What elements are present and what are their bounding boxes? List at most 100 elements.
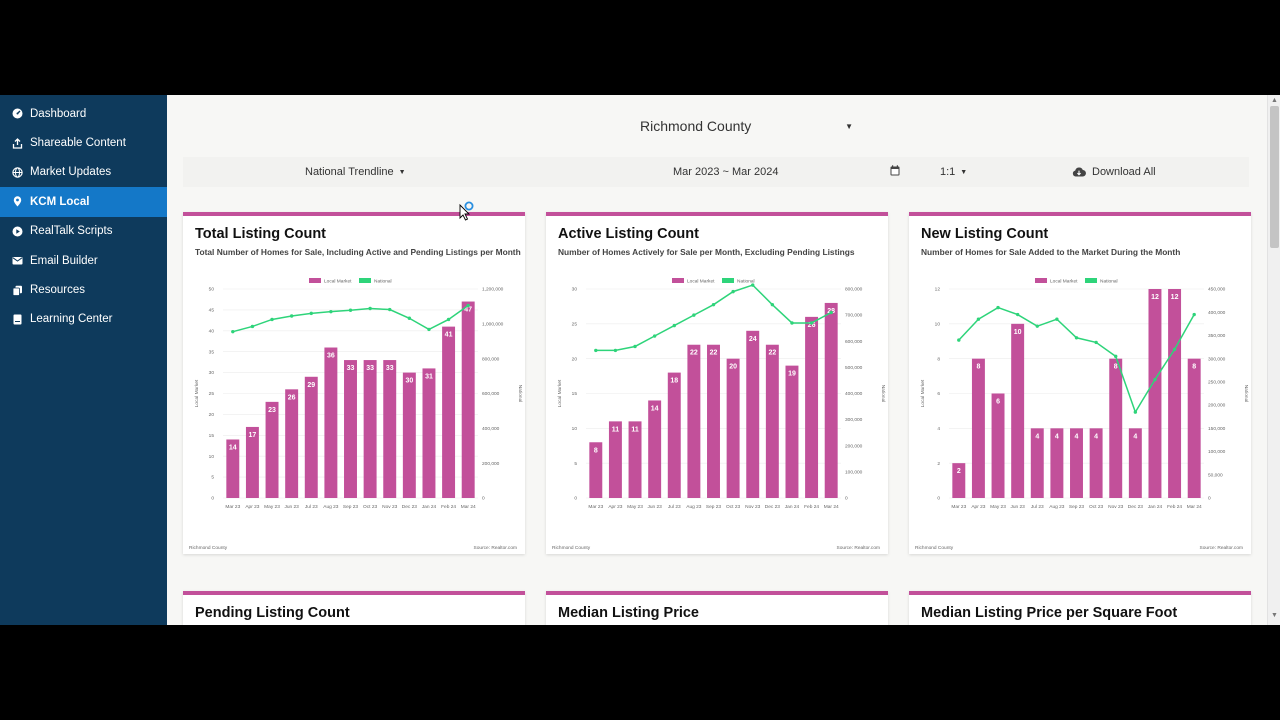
- bar-value-label: 12: [1171, 294, 1179, 301]
- bar: [363, 360, 377, 498]
- y-tick-label: 2: [937, 461, 940, 467]
- x-tick-label: Apr 23: [245, 504, 259, 510]
- sidebar-item-shareable-content[interactable]: Shareable Content: [0, 128, 167, 157]
- play-icon: [12, 226, 23, 237]
- bar: [442, 326, 456, 498]
- scroll-up-icon[interactable]: ▲: [1271, 97, 1278, 104]
- bar-value-label: 4: [1133, 433, 1137, 440]
- y2-tick-label: 250,000: [1208, 379, 1226, 385]
- y2-tick-label: 350,000: [1208, 333, 1226, 339]
- legend-swatch-national: [722, 278, 734, 283]
- x-tick-label: Oct 23: [363, 504, 377, 510]
- sidebar-item-label: RealTalk Scripts: [30, 225, 113, 238]
- card-subtitle: Number of Homes for Sale Added to the Ma…: [921, 247, 1181, 257]
- vertical-scrollbar[interactable]: ▲ ▼: [1267, 95, 1280, 625]
- x-tick-label: Apr 23: [608, 504, 622, 510]
- x-tick-label: Oct 23: [1089, 504, 1103, 510]
- cloud-download-icon: [1072, 167, 1086, 177]
- mouse-cursor: [459, 201, 474, 221]
- y2-tick-label: 400,000: [845, 391, 863, 397]
- legend-label-national: National: [374, 279, 392, 285]
- bar: [1050, 428, 1064, 498]
- bar-value-label: 31: [425, 373, 433, 380]
- county-select[interactable]: Richmond County ▼: [640, 117, 853, 135]
- sidebar-item-email-builder[interactable]: Email Builder: [0, 246, 167, 275]
- x-tick-label: Oct 23: [726, 504, 740, 510]
- calendar-icon[interactable]: [890, 165, 900, 176]
- national-point: [829, 310, 833, 315]
- national-point: [809, 321, 814, 325]
- national-point: [407, 316, 412, 320]
- chart-footer-source: Source: Realtor.com: [837, 545, 880, 551]
- total-listing-count-chart: Local Market National 0 5 10 15 20 25 30 35 40 45 50…: [189, 278, 523, 551]
- sidebar-item-realtalk-scripts[interactable]: RealTalk Scripts: [0, 217, 167, 246]
- trendline-dropdown[interactable]: National Trendline ▼: [305, 166, 406, 178]
- new-listing-count-chart: Local Market National 0 2 4 6 8 10 12 0 50,000 100,…: [915, 278, 1249, 551]
- date-range-value: Mar 2023 ~ Mar 2024: [673, 166, 779, 178]
- x-tick-label: Jun 23: [1010, 504, 1025, 510]
- bar-value-label: 41: [445, 332, 453, 339]
- national-point: [1153, 377, 1157, 382]
- sidebar-item-dashboard[interactable]: Dashboard: [0, 99, 167, 128]
- ratio-dropdown[interactable]: 1:1 ▼: [940, 166, 967, 178]
- sidebar-item-kcm-local[interactable]: KCM Local: [0, 187, 167, 217]
- sidebar-item-label: Shareable Content: [30, 137, 126, 150]
- chart-footer-source: Source: Realtor.com: [1200, 545, 1243, 551]
- x-tick-label: May 23: [627, 504, 643, 510]
- download-all-button[interactable]: Download All: [1072, 166, 1156, 178]
- y2-tick-label: 700,000: [845, 313, 863, 319]
- national-point: [672, 323, 676, 328]
- bar: [971, 358, 985, 498]
- scrollbar-thumb[interactable]: [1270, 106, 1279, 248]
- y2-tick-label: 0: [845, 496, 848, 502]
- x-tick-label: Mar 23: [588, 504, 603, 510]
- x-tick-label: Nov 23: [1108, 504, 1124, 510]
- y-tick-label: 0: [937, 496, 940, 502]
- bar-value-label: 8: [1192, 364, 1196, 371]
- bar-value-label: 22: [690, 350, 698, 357]
- x-tick-label: Sep 23: [343, 504, 359, 510]
- x-tick-label: Apr 23: [971, 504, 985, 510]
- bar: [383, 360, 397, 498]
- app-screen: Dashboard Shareable Content Market Updat…: [0, 95, 1280, 625]
- bar: [785, 365, 799, 498]
- bar-value-label: 14: [651, 405, 659, 412]
- y2-tick-label: 200,000: [845, 443, 863, 449]
- y2-tick-label: 0: [482, 496, 485, 502]
- loading-spinner-icon: [464, 201, 474, 211]
- median-listing-price-card: Median Listing Price: [546, 591, 888, 625]
- national-point: [1055, 317, 1059, 321]
- y2-tick-label: 450,000: [1208, 287, 1226, 293]
- scroll-down-icon[interactable]: ▼: [1271, 612, 1278, 619]
- legend-label-national: National: [737, 279, 755, 285]
- x-tick-label: Jan 24: [422, 504, 437, 510]
- y-tick-label: 35: [209, 349, 215, 355]
- bar: [422, 368, 436, 498]
- bar: [608, 421, 622, 498]
- bar: [628, 421, 642, 498]
- bar-value-label: 8: [1114, 364, 1118, 371]
- book-icon: [12, 314, 23, 325]
- sidebar-item-resources[interactable]: Resources: [0, 275, 167, 304]
- y2-tick-label: 100,000: [845, 469, 863, 475]
- x-tick-label: Nov 23: [382, 504, 398, 510]
- sidebar-item-label: Market Updates: [30, 166, 112, 179]
- national-point: [652, 334, 657, 338]
- bar-value-label: 33: [347, 365, 355, 372]
- sidebar-item-learning-center[interactable]: Learning Center: [0, 305, 167, 334]
- x-tick-label: Feb 24: [804, 504, 819, 510]
- x-tick-label: Jul 23: [668, 504, 681, 510]
- x-tick-label: Aug 23: [323, 504, 339, 510]
- sidebar-item-label: Email Builder: [30, 254, 98, 267]
- bar-value-label: 11: [612, 426, 620, 433]
- card-title: Median Listing Price per Square Foot: [921, 605, 1178, 621]
- y-axis-label: Local Market: [557, 379, 563, 407]
- sidebar-item-market-updates[interactable]: Market Updates: [0, 158, 167, 187]
- bar-value-label: 22: [710, 350, 718, 357]
- national-trend-line: [595, 284, 832, 352]
- card-subtitle: Total Number of Homes for Sale, Includin…: [195, 247, 521, 257]
- bar: [648, 400, 662, 498]
- date-range-input[interactable]: Mar 2023 ~ Mar 2024: [673, 166, 778, 178]
- y-tick-label: 15: [572, 391, 578, 397]
- bar: [461, 301, 475, 498]
